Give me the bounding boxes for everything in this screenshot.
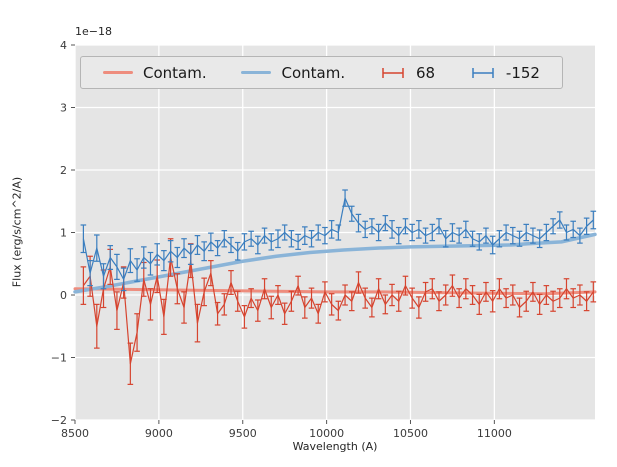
legend-line-swatch [241,71,272,74]
y-axis-offset-text: 1e−18 [75,25,112,38]
tick-labels: 8500 9000 9500 10000 10500 11000 −2 −1 0 1 2 3 4 [51,39,512,440]
x-tick-label: 9000 [145,427,173,440]
y-tick-label: 0 [60,289,67,302]
y-tick-label: 4 [60,39,67,52]
x-tick-label: 10000 [309,427,344,440]
gridlines [74,44,595,421]
legend-item-label: Contam. [281,63,346,82]
y-tick-label: −1 [51,352,67,365]
legend-errorbar-swatch [472,67,494,78]
legend-item-label: -152 [505,63,540,82]
legend-item-3: -152 [470,64,540,82]
x-axis-label: Wavelength (A) [292,440,378,453]
tick-marks [71,44,495,424]
legend-errorbar-swatch [382,67,404,78]
legend: Contam. Contam. 68 -152 [80,56,563,89]
x-tick-label: 8500 [61,427,89,440]
legend-item-1: Contam. [241,64,345,82]
y-tick-label: 3 [60,102,67,115]
series-Contam. (blue model) [73,232,597,294]
y-tick-label: 1 [60,227,67,240]
x-tick-label: 10500 [393,427,428,440]
y-tick-label: 2 [60,164,67,177]
x-tick-label: 11000 [477,427,512,440]
x-tick-label: 9500 [229,427,257,440]
legend-item-2: 68 [380,64,435,82]
legend-line-swatch [103,71,133,74]
series--152 [80,189,597,292]
series-68 [80,238,597,385]
legend-item-0: Contam. [103,64,207,82]
legend-item-label: Contam. [143,63,207,82]
y-tick-label: −2 [51,414,67,427]
legend-item-label: 68 [415,63,436,82]
y-axis-label: Flux (erg/s/cm^2/A) [10,176,24,288]
